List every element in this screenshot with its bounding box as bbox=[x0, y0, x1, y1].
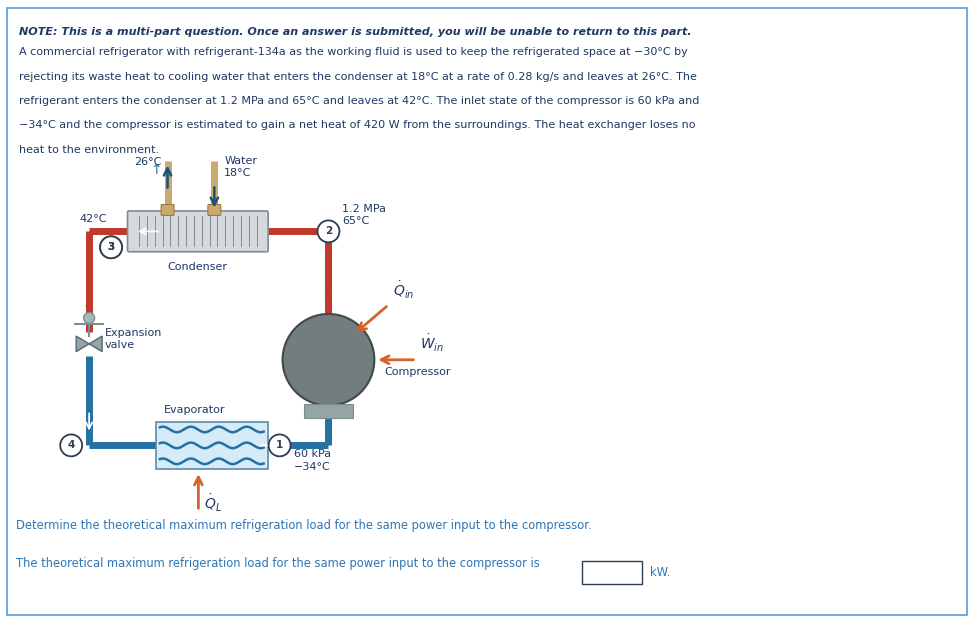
Text: ↑: ↑ bbox=[150, 163, 162, 177]
Polygon shape bbox=[89, 336, 102, 351]
Text: 2: 2 bbox=[325, 226, 332, 236]
FancyBboxPatch shape bbox=[582, 562, 641, 584]
Text: Compressor: Compressor bbox=[385, 367, 451, 377]
Text: 26°C: 26°C bbox=[134, 157, 162, 167]
Text: Expansion
valve: Expansion valve bbox=[105, 328, 162, 350]
Text: 3: 3 bbox=[107, 243, 115, 253]
FancyBboxPatch shape bbox=[161, 205, 174, 215]
Text: refrigerant enters the condenser at 1.2 MPa and 65°C and leaves at 42°C. The inl: refrigerant enters the condenser at 1.2 … bbox=[20, 96, 700, 106]
Text: heat to the environment.: heat to the environment. bbox=[20, 145, 159, 155]
FancyBboxPatch shape bbox=[156, 422, 267, 469]
FancyBboxPatch shape bbox=[128, 211, 268, 252]
Circle shape bbox=[101, 236, 122, 258]
Text: Determine the theoretical maximum refrigeration load for the same power input to: Determine the theoretical maximum refrig… bbox=[17, 519, 592, 532]
Text: kW.: kW. bbox=[650, 566, 670, 579]
Circle shape bbox=[101, 236, 122, 258]
Text: The theoretical maximum refrigeration load for the same power input to the compr: The theoretical maximum refrigeration lo… bbox=[17, 557, 540, 570]
Text: A commercial refrigerator with refrigerant-134a as the working fluid is used to : A commercial refrigerator with refrigera… bbox=[20, 47, 688, 57]
Text: 1: 1 bbox=[276, 440, 283, 450]
Circle shape bbox=[268, 434, 291, 457]
Text: Water
18°C: Water 18°C bbox=[224, 156, 258, 178]
Text: 4: 4 bbox=[67, 440, 75, 450]
Text: Evaporator: Evaporator bbox=[164, 404, 225, 414]
Text: $\dot{Q}_{in}$: $\dot{Q}_{in}$ bbox=[392, 280, 414, 301]
Circle shape bbox=[283, 314, 375, 406]
FancyBboxPatch shape bbox=[304, 404, 353, 417]
Polygon shape bbox=[76, 336, 89, 351]
Text: 42°C: 42°C bbox=[80, 215, 107, 225]
Text: 1.2 MPa
65°C: 1.2 MPa 65°C bbox=[343, 204, 386, 226]
FancyBboxPatch shape bbox=[8, 8, 966, 615]
Text: −34°C and the compressor is estimated to gain a net heat of 420 W from the surro: −34°C and the compressor is estimated to… bbox=[20, 120, 696, 131]
Text: 60 kPa
−34°C: 60 kPa −34°C bbox=[294, 449, 331, 471]
Text: Condenser: Condenser bbox=[168, 262, 227, 272]
FancyBboxPatch shape bbox=[208, 205, 221, 215]
Text: 3: 3 bbox=[107, 243, 115, 253]
Text: $\dot{Q}_L$: $\dot{Q}_L$ bbox=[204, 493, 223, 514]
Circle shape bbox=[84, 312, 95, 323]
Circle shape bbox=[317, 220, 340, 243]
Circle shape bbox=[61, 434, 82, 457]
Text: rejecting its waste heat to cooling water that enters the condenser at 18°C at a: rejecting its waste heat to cooling wate… bbox=[20, 72, 697, 81]
Text: NOTE: This is a multi-part question. Once an answer is submitted, you will be un: NOTE: This is a multi-part question. Onc… bbox=[20, 27, 692, 37]
Text: $\dot{W}_{in}$: $\dot{W}_{in}$ bbox=[421, 333, 444, 354]
